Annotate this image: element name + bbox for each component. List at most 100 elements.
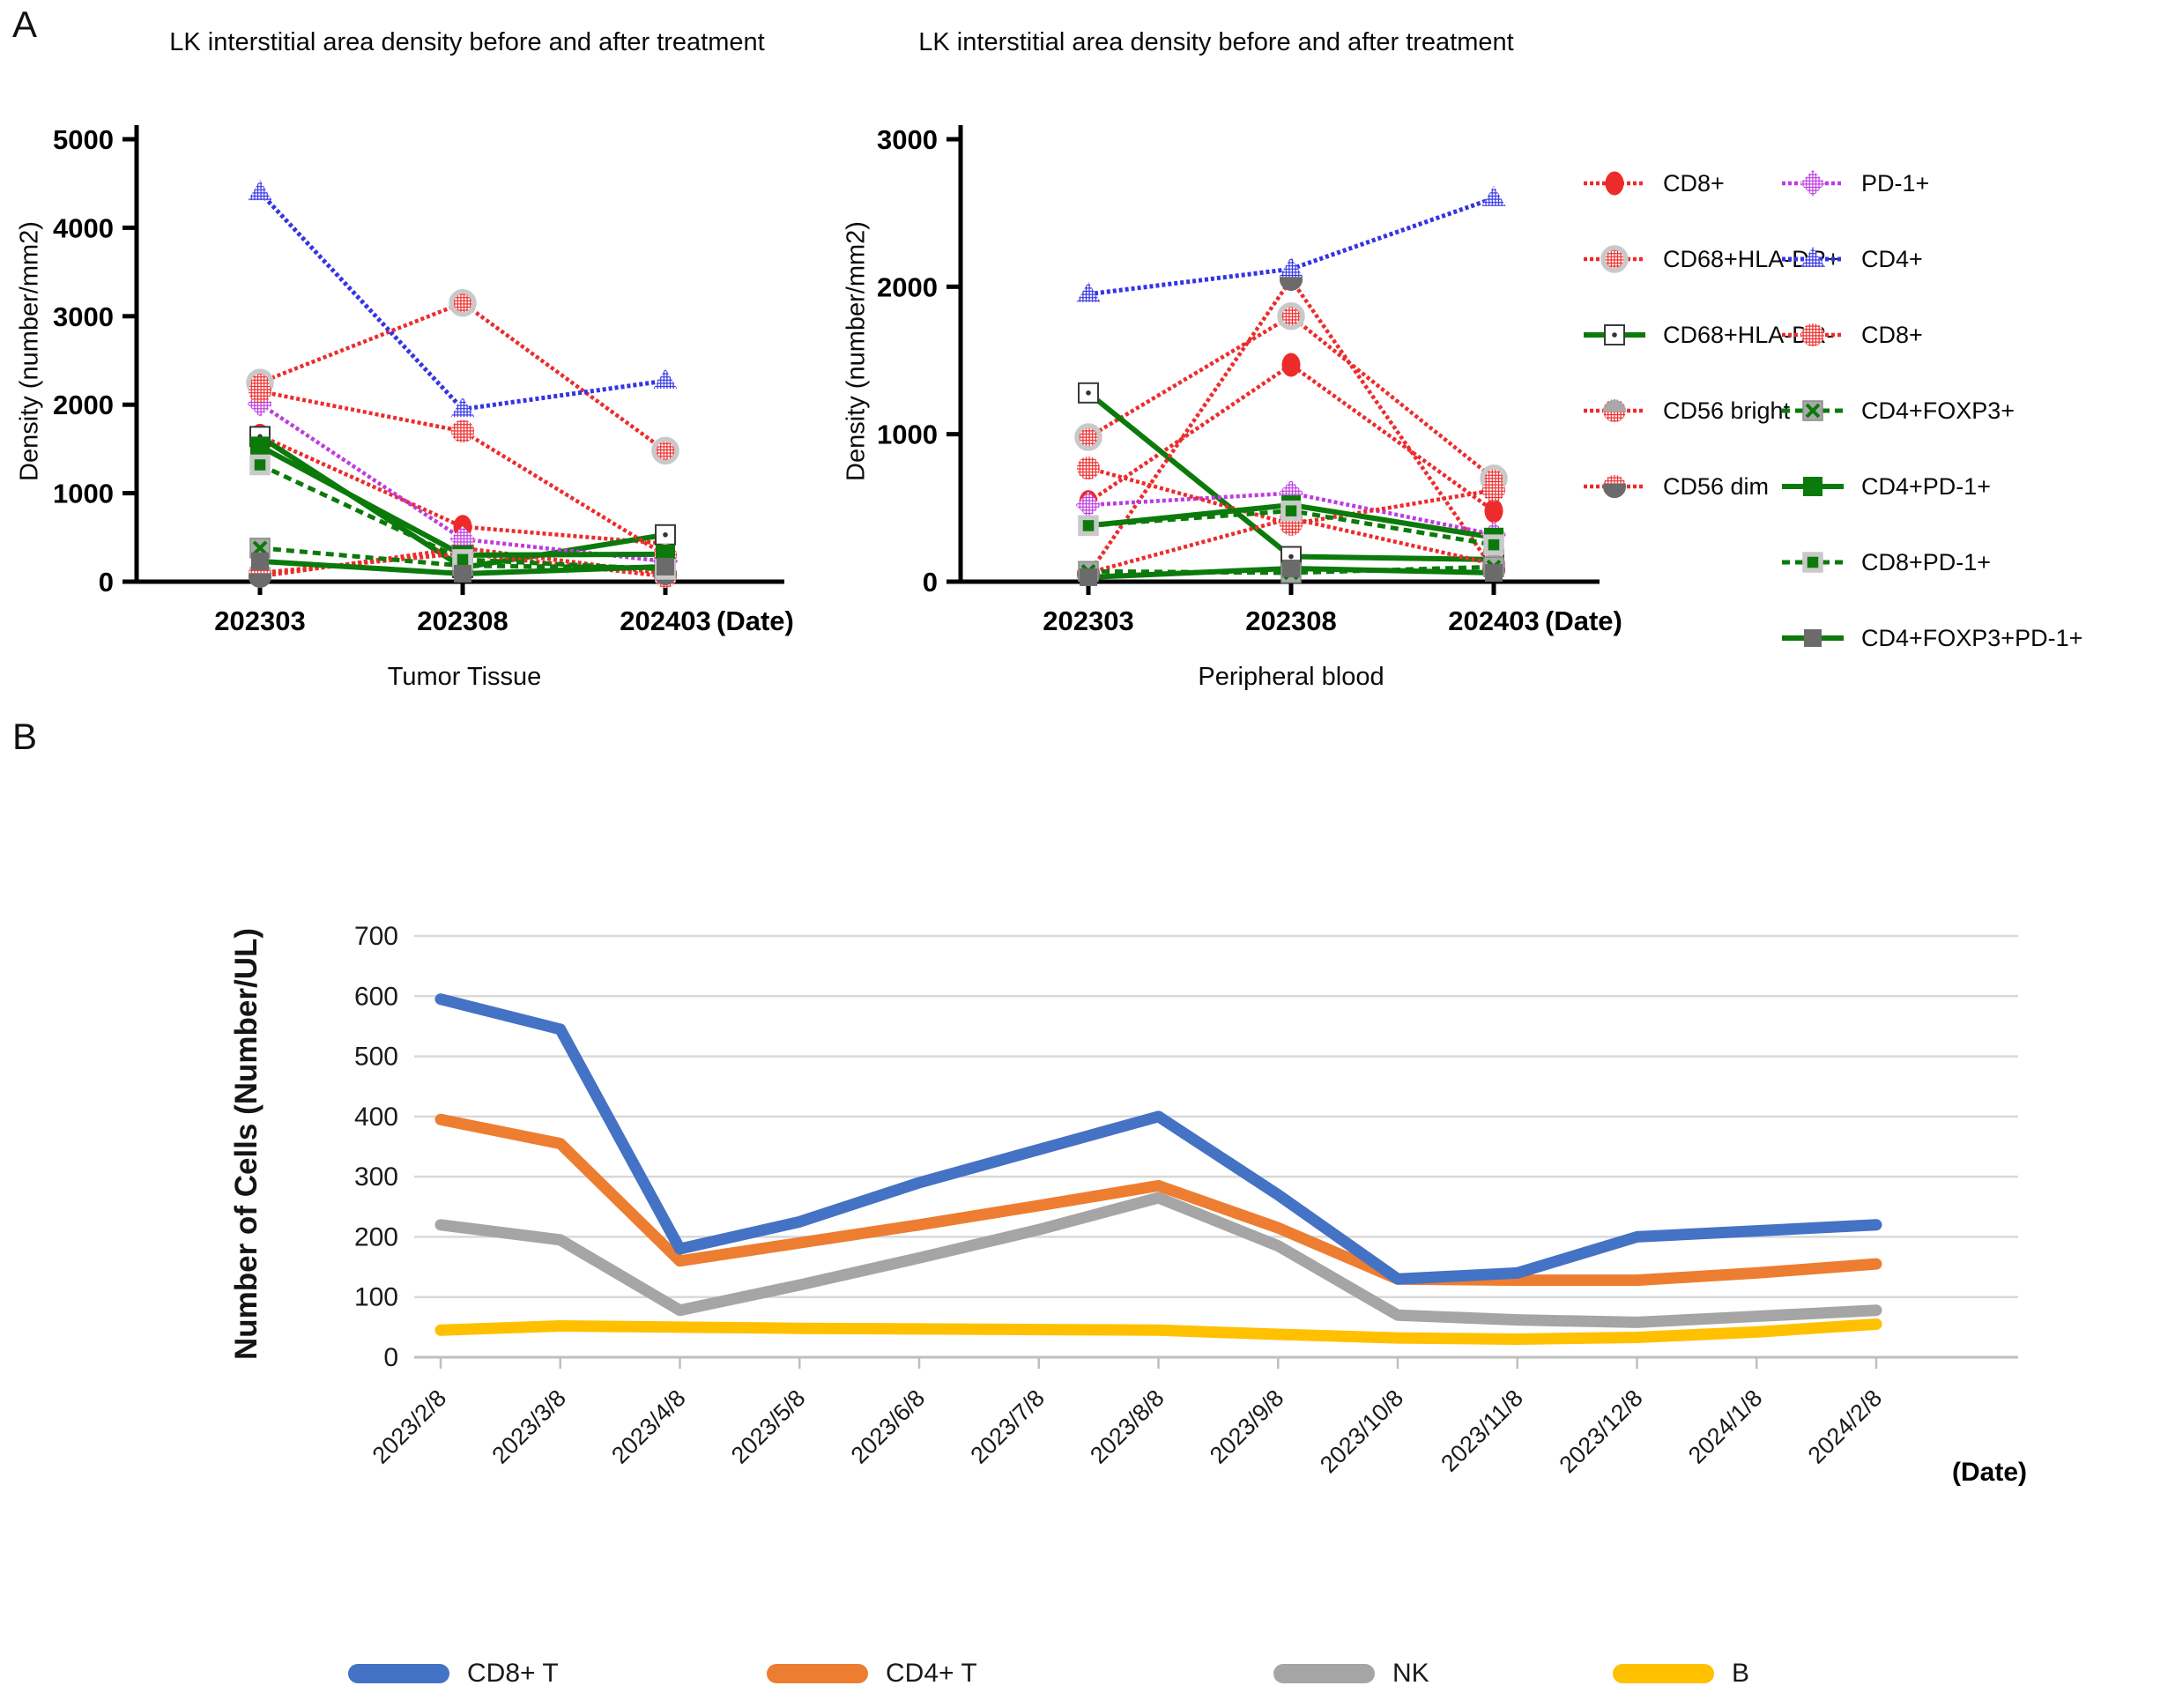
y-tick-label: 600 [354,982,398,1011]
series-line-CD4+ T [434,1113,1882,1287]
circleHatch-legend-icon [1780,319,1845,351]
y-tick-label: 2000 [53,390,114,420]
legend-item-CD4+PD-1+: CD4+PD-1+ [1780,471,2082,502]
marker-squareGreenRing [1802,552,1823,573]
panel-a-legend-column-2: PD-1+ CD4+ CD8+ CD4+FOXP3+ CD4+PD-1+ CD8+PD-1… [1780,167,2082,654]
y-tick-label: 700 [354,922,398,951]
x-date-label: 2023/2/8 [367,1385,452,1469]
legend-item-CD8+: CD8+ [1780,319,2082,351]
marker-triangleHatch [1481,185,1506,206]
marker-circleHatch [1077,457,1100,480]
x-date-label: 2023/3/8 [486,1385,571,1469]
tumor-chart-title: LK interstitial area density before and … [169,28,765,56]
legend-label: CD8+ T [467,1659,559,1688]
marker-squareDarkGray [1804,629,1822,647]
marker-squareDarkGreen [250,436,270,457]
x-date-label: 2024/1/8 [1683,1385,1768,1469]
legend-label: CD4+FOXP3+ [1861,397,2015,424]
series-line-CD68+HLA-DR+ [1087,314,1496,480]
legend-item-PD-1+: PD-1+ [1780,167,2082,199]
marker-triangleHatch [450,397,475,418]
marker-circleDim [1603,475,1626,499]
marker-circleHatchRing [1074,423,1102,451]
marker-circleHatch [1801,323,1824,346]
marker-squareDarkGray [454,564,471,583]
x-date-label: 2023/6/8 [846,1385,931,1469]
ellipseSolid-legend-icon [1582,167,1647,199]
marker-triangleHatch [1279,256,1303,278]
squareDot-legend-icon [1582,319,1647,351]
legend-label: NK [1392,1659,1429,1688]
marker-ellipseSolid [1605,171,1624,196]
series-line-CD8+PD-1+ [258,463,666,572]
y-tick-label: 100 [354,1283,398,1312]
legend-item-CD4+FOXP3+: CD4+FOXP3+ [1780,395,2082,427]
triangleHatch-legend-icon [1780,243,1845,275]
peripheral-blood-chart: 0 1000 2000 3000 202303 202308 202403 (Date) [877,124,1622,636]
legend-line-swatch [1613,1664,1714,1683]
marker-squareDarkGray [1080,568,1097,586]
legend-label: PD-1+ [1861,169,1930,197]
y-tick-label: 2000 [877,271,938,302]
legend-item-NK: NK [1273,1659,1429,1689]
marker-squareDarkGray [251,552,269,570]
marker-circleHatch [451,420,474,443]
marker-squareDarkGray [1485,563,1503,582]
marker-circleHatch [249,380,271,404]
y-tick-label: 3000 [877,124,938,155]
circleHatchRing-legend-icon [1582,243,1647,275]
legend-line-swatch [767,1664,868,1683]
marker-triangleHatch [1076,281,1101,302]
legend-label: B [1732,1659,1750,1688]
x-date-label: 2023/11/8 [1436,1385,1528,1477]
y-tick-label: 1000 [877,420,938,450]
y-tick-label: 400 [354,1103,398,1132]
x-date-label: 2023/10/8 [1315,1385,1408,1478]
marker-squareDot [1604,324,1625,345]
x-date-label: 2023/5/8 [726,1385,811,1469]
legend-label: CD4+FOXP3+PD-1+ [1861,624,2083,651]
x-axis-date-suffix: (Date) [1952,1458,2027,1487]
circleDim-legend-icon [1582,471,1647,502]
legend-item-CD8+ T: CD8+ T [348,1659,559,1689]
x-tick-label: 202308 [1245,605,1336,636]
legend-item-CD4+FOXP3+PD-1+: CD4+FOXP3+PD-1+ [1780,622,2082,654]
marker-circleHatchRing [1600,245,1629,273]
marker-squareGreenRing [249,454,271,476]
marker-squareDot [1078,382,1099,404]
legend-label: CD8+ [1861,321,1923,348]
tumor-tissue-chart: 0 1000 2000 3000 4000 5000 202303 202308 202403(… [53,124,794,636]
marker-squareGreenRing [1078,515,1099,537]
x-axis-date-suffix: (Date) [1545,605,1622,636]
marker-circleBright [1603,399,1626,422]
marker-diamondHatch [1075,491,1102,518]
y-tick-label: 500 [354,1043,398,1072]
squareDarkGray-legend-icon [1780,622,1845,654]
diamondHatch-legend-icon [1780,167,1845,199]
legend-label: CD56 dim [1663,472,1770,500]
y-tick-label: 200 [354,1222,398,1251]
marker-squareDarkGreen [1803,477,1822,496]
x-tick-label: 202303 [214,605,305,636]
squareX-legend-icon [1780,395,1845,427]
squareGreenRing-legend-icon [1780,546,1845,578]
marker-squareX [1802,400,1823,421]
marker-circleHatchRing [651,436,679,465]
marker-squareDarkGray [1282,559,1300,577]
marker-squareDot [655,524,676,546]
series-line-PD-1+ [1088,491,1495,537]
series-line-CD8+ T [434,993,1882,1285]
series-line-B [434,1318,1882,1346]
marker-circleHatchRing [449,288,477,317]
panel-a-label: A [12,4,38,45]
marker-diamondHatch [1800,170,1826,197]
y-tick-label: 1000 [53,479,114,509]
legend-item-CD4+ T: CD4+ T [767,1659,977,1689]
marker-triangleHatch [1800,247,1825,267]
blood-chart-title: LK interstitial area density before and … [918,28,1514,56]
y-tick-label: 0 [923,567,938,598]
tumor-x-axis-title: Tumor Tissue [387,663,542,691]
legend-label: CD4+PD-1+ [1861,472,1992,500]
legend-label: CD8+ [1663,169,1725,197]
x-date-label: 2024/2/8 [1803,1385,1888,1469]
